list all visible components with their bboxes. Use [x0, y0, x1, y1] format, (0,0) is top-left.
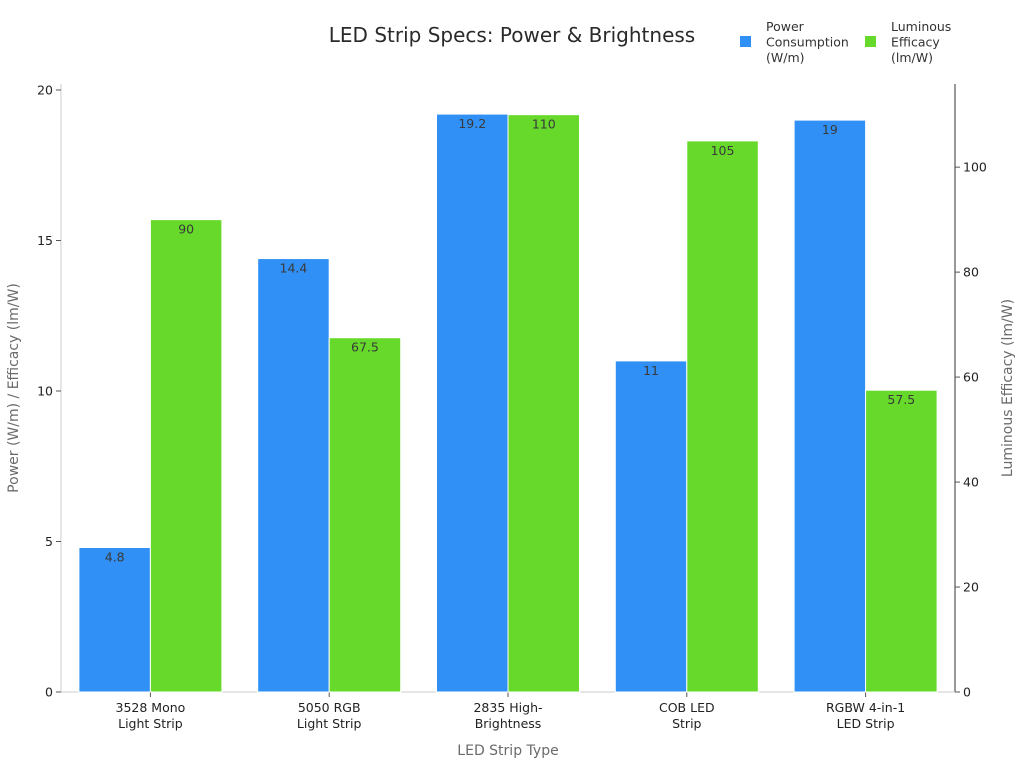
legend-label-power: Power Consumption (W/m) — [766, 19, 849, 65]
bar-efficacy — [507, 114, 580, 693]
y-tick-label-right: 0 — [963, 685, 971, 700]
legend: Power Consumption (W/m) Luminous Efficacy (lm… — [740, 19, 951, 65]
x-axis-label: LED Strip Type — [457, 743, 558, 759]
bar-value-label: 11 — [643, 363, 659, 378]
y-tick-label-right: 60 — [963, 370, 979, 385]
bar-efficacy — [686, 140, 759, 693]
bar-value-label: 90 — [178, 222, 194, 237]
y-tick-label-left: 10 — [37, 384, 53, 399]
chart-title: LED Strip Specs: Power & Brightness — [329, 23, 695, 47]
bar-labels: 4.8 90 14.4 67.5 19.2 110 11 105 19 57.5 — [105, 116, 916, 564]
y-tick-label-left: 15 — [37, 233, 53, 248]
bar-value-label: 57.5 — [887, 392, 915, 407]
y-tick-label-left: 20 — [37, 83, 53, 98]
axes: 0 5 10 15 20 0 20 40 60 80 100 3528 Mono Light Strip… — [37, 83, 987, 732]
bar-power — [793, 119, 867, 693]
bar-value-label: 110 — [532, 117, 556, 132]
bar-power — [614, 360, 688, 693]
y-tick-label-left: 5 — [45, 534, 53, 549]
legend-swatch-efficacy — [865, 36, 876, 47]
bar-value-label: 67.5 — [351, 340, 379, 355]
y-axis-label-right: Luminous Efficacy (lm/W) — [1000, 299, 1016, 477]
bar-efficacy — [149, 219, 223, 693]
bar-power — [257, 258, 330, 693]
bar-value-label: 105 — [711, 143, 735, 158]
y-tick-label-right: 40 — [963, 475, 979, 490]
bar-power — [436, 113, 509, 693]
y-tick-label-right: 80 — [963, 265, 979, 280]
x-tick-label: COB LED Strip — [659, 700, 715, 731]
y-tick-label-left: 0 — [45, 685, 53, 700]
x-tick-label: 3528 Mono Light Strip — [116, 700, 186, 731]
y-tick-label-right: 100 — [963, 160, 987, 175]
bar-value-label: 19.2 — [458, 116, 486, 131]
bar-efficacy — [328, 337, 402, 693]
x-tick-label: 5050 RGB Light Strip — [297, 700, 362, 731]
bars — [78, 113, 938, 693]
y-tick-label-right: 20 — [963, 580, 979, 595]
x-tick-label: RGBW 4-in-1 LED Strip — [826, 700, 905, 731]
legend-label-efficacy: Luminous Efficacy (lm/W) — [891, 19, 951, 65]
legend-swatch-power — [740, 36, 751, 47]
y-axis-label-left: Power (W/m) / Efficacy (lm/W) — [6, 283, 22, 493]
bar-power — [78, 547, 151, 693]
x-tick-label: 2835 High-Brightness — [473, 700, 542, 731]
bar-value-label: 4.8 — [105, 550, 125, 565]
bar-value-label: 14.4 — [280, 261, 308, 276]
bar-efficacy — [865, 389, 938, 693]
bar-value-label: 19 — [822, 122, 838, 137]
